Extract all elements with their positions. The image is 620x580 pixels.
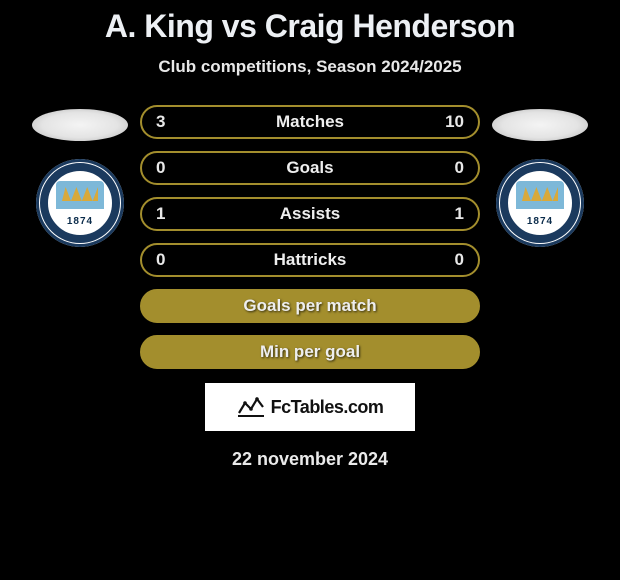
player-right-club-badge: 1874 xyxy=(496,159,584,247)
brand-logo-icon xyxy=(237,397,265,417)
stat-left-value: 3 xyxy=(156,112,186,132)
stat-row-goals-per-match: Goals per match xyxy=(140,289,480,323)
badge-year: 1874 xyxy=(527,216,553,227)
stat-row-matches: 3 Matches 10 xyxy=(140,105,480,139)
brand-watermark: FcTables.com xyxy=(205,383,415,431)
stat-label: Goals per match xyxy=(142,296,478,316)
page-title: A. King vs Craig Henderson xyxy=(0,8,620,45)
stat-row-goals: 0 Goals 0 xyxy=(140,151,480,185)
badge-year: 1874 xyxy=(67,216,93,227)
badge-ship-icon xyxy=(516,181,564,209)
stat-left-value: 0 xyxy=(156,250,186,270)
stat-row-assists: 1 Assists 1 xyxy=(140,197,480,231)
stat-right-value: 10 xyxy=(434,112,464,132)
stat-left-value: 0 xyxy=(156,158,186,178)
date-label: 22 november 2024 xyxy=(0,449,620,470)
player-left-column: 1874 xyxy=(30,105,130,247)
stat-row-hattricks: 0 Hattricks 0 xyxy=(140,243,480,277)
subtitle: Club competitions, Season 2024/2025 xyxy=(0,57,620,77)
stats-list: 3 Matches 10 0 Goals 0 1 Assists 1 0 Hat… xyxy=(140,105,480,369)
stat-right-value: 0 xyxy=(434,250,464,270)
player-left-avatar xyxy=(32,109,128,141)
stat-label: Min per goal xyxy=(142,342,478,362)
comparison-panel: 1874 3 Matches 10 0 Goals 0 1 Assists 1 … xyxy=(0,105,620,369)
player-left-club-badge: 1874 xyxy=(36,159,124,247)
player-right-avatar xyxy=(492,109,588,141)
badge-ship-icon xyxy=(56,181,104,209)
stat-left-value: 1 xyxy=(156,204,186,224)
stat-right-value: 0 xyxy=(434,158,464,178)
stat-right-value: 1 xyxy=(434,204,464,224)
stat-label: Goals xyxy=(142,158,478,178)
stat-row-min-per-goal: Min per goal xyxy=(140,335,480,369)
brand-text: FcTables.com xyxy=(271,397,384,418)
player-right-column: 1874 xyxy=(490,105,590,247)
stat-label: Assists xyxy=(142,204,478,224)
stat-label: Matches xyxy=(142,112,478,132)
stat-label: Hattricks xyxy=(142,250,478,270)
